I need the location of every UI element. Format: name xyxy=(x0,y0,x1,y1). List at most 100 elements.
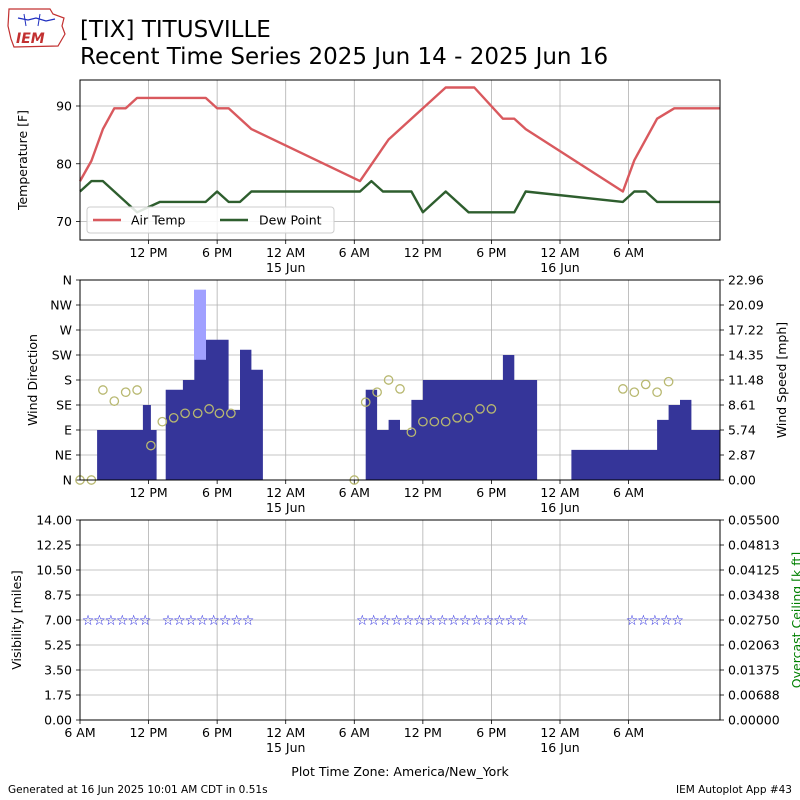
visibility-marker: ☆ xyxy=(637,613,650,629)
wind-direction-marker xyxy=(475,404,485,414)
app-label: IEM Autoplot App #43 xyxy=(676,784,792,796)
visibility-marker: ☆ xyxy=(242,613,255,629)
visibility-marker: ☆ xyxy=(105,613,118,629)
ceiling-y-tick-label: 0.00000 xyxy=(728,713,780,728)
wind-direction-marker xyxy=(180,408,190,419)
wind-x-date-label: 16 Jun xyxy=(540,500,579,515)
wind-direction-marker xyxy=(452,412,462,423)
visibility-marker: ☆ xyxy=(219,613,232,629)
wind-direction-marker xyxy=(418,416,428,427)
temp-x-tick-label: 6 AM xyxy=(613,245,644,260)
vis-x-tick-label: 12 AM xyxy=(266,725,305,740)
temp-y-tick-label: 80 xyxy=(56,156,72,171)
wind-frame xyxy=(79,279,721,481)
wind-direction-marker xyxy=(146,440,156,451)
visibility-marker: ☆ xyxy=(127,613,140,629)
wind-direction-marker xyxy=(618,384,628,394)
visibility-marker: ☆ xyxy=(505,613,518,629)
visibility-marker: ☆ xyxy=(413,613,426,629)
chart-subtitle: Recent Time Series 2025 Jun 14 - 2025 Ju… xyxy=(80,44,609,70)
wind-speed-tick-label: 22.96 xyxy=(728,273,764,288)
wind-dir-tick-label: W xyxy=(60,323,72,338)
wind-direction-marker xyxy=(406,427,417,438)
vis-y-tick-label: 12.25 xyxy=(36,538,72,553)
wind-speed-tick-label: 14.35 xyxy=(728,348,764,363)
visibility-marker: ☆ xyxy=(139,613,152,629)
wind-direction-marker xyxy=(157,416,168,427)
wind-dir-tick-label: SW xyxy=(52,348,72,363)
wind-direction-marker xyxy=(360,397,371,408)
temp-y-tick-label: 70 xyxy=(56,214,72,229)
wind-x-tick-label: 12 AM xyxy=(540,485,579,500)
ceiling-y-tick-label: 0.04125 xyxy=(728,563,780,578)
visibility-marker: ☆ xyxy=(356,613,369,629)
vis-x-tick-label: 6 PM xyxy=(476,725,506,740)
wind-direction-axis-label: Wind Direction xyxy=(25,334,40,426)
vis-x-tick-label: 6 AM xyxy=(339,725,370,740)
vis-y-tick-label: 14.00 xyxy=(36,513,72,528)
wind-x-date-label: 15 Jun xyxy=(266,500,305,515)
vis-x-tick-label: 12 AM xyxy=(540,725,579,740)
temp-x-tick-label: 12 AM xyxy=(266,245,305,260)
vis-x-date-label: 16 Jun xyxy=(540,740,579,755)
wind-direction-marker xyxy=(168,412,179,423)
visibility-marker: ☆ xyxy=(649,613,662,629)
ceiling-y-tick-label: 0.02063 xyxy=(728,638,780,653)
wind-direction-marker xyxy=(486,404,497,414)
wind-speed-tick-label: 8.61 xyxy=(728,398,756,413)
wind-gust-bar xyxy=(194,289,206,360)
wind-direction-marker xyxy=(226,408,236,419)
visibility-marker: ☆ xyxy=(196,613,209,629)
vis-y-tick-label: 8.75 xyxy=(44,588,72,603)
iem-logo: IEM xyxy=(7,8,66,48)
temp-y-tick-label: 90 xyxy=(56,98,72,113)
chart-title: [TIX] TITUSVILLE xyxy=(80,17,271,43)
wind-speed-tick-label: 2.87 xyxy=(728,448,756,463)
vis-y-tick-label: 1.75 xyxy=(44,688,72,703)
temp-x-tick-label: 12 AM xyxy=(540,245,579,260)
wind-direction-marker xyxy=(132,385,142,395)
visibility-marker: ☆ xyxy=(367,613,380,629)
wind-x-tick-label: 6 PM xyxy=(476,485,506,500)
wind-x-tick-label: 6 AM xyxy=(339,485,370,500)
wind-direction-marker xyxy=(204,404,214,414)
vis-y-tick-label: 3.50 xyxy=(44,663,72,678)
visibility-marker: ☆ xyxy=(482,613,495,629)
wind-x-tick-label: 12 AM xyxy=(266,485,305,500)
temp-x-tick-label: 6 AM xyxy=(339,245,370,260)
visibility-marker: ☆ xyxy=(493,613,506,629)
vis-y-tick-label: 0.00 xyxy=(44,713,72,728)
wind-dir-tick-label: E xyxy=(64,423,72,438)
wind-direction-marker xyxy=(652,387,662,398)
visibility-marker: ☆ xyxy=(230,613,243,629)
vis-x-tick-label: 12 PM xyxy=(404,725,442,740)
ceiling-y-tick-label: 0.03438 xyxy=(728,588,780,603)
wind-x-tick-label: 12 PM xyxy=(404,485,442,500)
temp-x-tick-label: 12 PM xyxy=(404,245,442,260)
temp-x-date-label: 16 Jun xyxy=(540,260,579,275)
wind-speed-tick-label: 0.00 xyxy=(728,473,756,488)
vis-x-tick-label: 6 AM xyxy=(613,725,644,740)
wind-direction-marker xyxy=(214,408,225,419)
air-temp-legend-label: Air Temp xyxy=(131,213,186,228)
dew-point-legend-label: Dew Point xyxy=(259,213,322,228)
vis-x-tick-label: 6 PM xyxy=(202,725,232,740)
visibility-marker: ☆ xyxy=(162,613,175,629)
temp-x-tick-label: 6 PM xyxy=(476,245,506,260)
wind-x-tick-label: 12 PM xyxy=(129,485,167,500)
wind-direction-marker xyxy=(98,385,108,395)
ceiling-y-tick-label: 0.01375 xyxy=(728,663,780,678)
wind-direction-marker xyxy=(395,384,405,394)
wind-direction-marker xyxy=(192,408,203,419)
vis-y-tick-label: 7.00 xyxy=(44,613,72,628)
wind-direction-marker xyxy=(109,396,120,406)
wind-direction-marker xyxy=(640,379,651,390)
ceiling-y-tick-label: 0.02750 xyxy=(728,613,780,628)
vis-y-tick-label: 5.25 xyxy=(44,638,72,653)
visibility-marker: ☆ xyxy=(470,613,483,629)
timezone-label: Plot Time Zone: America/New_York xyxy=(291,764,509,779)
temp-x-date-label: 15 Jun xyxy=(266,260,305,275)
temp-x-tick-label: 12 PM xyxy=(129,245,167,260)
wind-speed-tick-label: 17.22 xyxy=(728,323,764,338)
vis-y-tick-label: 10.50 xyxy=(36,563,72,578)
